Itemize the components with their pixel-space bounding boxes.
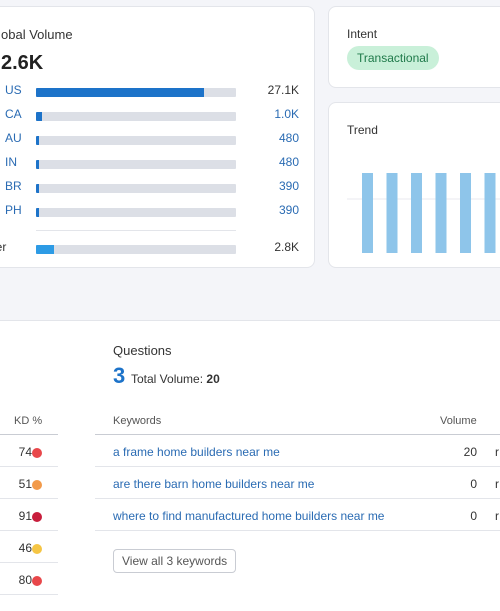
kd-row: 91 <box>0 499 58 531</box>
questions-count: 3 <box>113 363 126 388</box>
kd-row: 46 <box>0 531 58 563</box>
country-volume-fill <box>36 136 39 145</box>
country-volume-fill <box>36 112 42 121</box>
country-volume: 27.1K <box>267 83 299 97</box>
trend-title: Trend <box>347 123 378 137</box>
trend-bar <box>484 173 496 253</box>
question-volume: 0 <box>470 477 477 491</box>
total-volume-label: Total Volume: <box>131 372 204 386</box>
divider <box>36 230 236 231</box>
keyword-ideas-panel: KD % 74 51 91 46 80 Questions 3 Total Vo… <box>0 320 500 611</box>
country-volume: 480 <box>278 131 299 145</box>
keywords-column-header[interactable]: Keywords <box>113 415 162 427</box>
questions-title: Questions <box>113 343 172 358</box>
country-row-us[interactable]: US 27.1K <box>0 83 316 99</box>
kd-row: 51 <box>0 467 58 499</box>
country-volume-fill <box>36 208 39 217</box>
trend-bar <box>411 173 422 253</box>
other-volume: 2.8K <box>274 240 299 254</box>
trend-bar <box>435 173 447 253</box>
country-volume: 1.0K <box>274 107 299 121</box>
country-row-other[interactable]: her 2.8K <box>0 240 316 256</box>
trend-bar <box>362 173 373 253</box>
country-row-ph[interactable]: PH 390 <box>0 203 316 219</box>
country-code: IN <box>5 155 17 169</box>
question-row: are there barn home builders near me 0 r <box>95 467 500 499</box>
kd-row: 80 <box>0 563 58 595</box>
trend-bar <box>460 173 471 253</box>
divider <box>0 434 58 435</box>
kd-value: 80 <box>18 573 32 587</box>
trend-card: Trend <box>328 102 500 268</box>
country-row-br[interactable]: BR 390 <box>0 179 316 195</box>
question-volume: 20 <box>463 445 477 459</box>
country-row-ca[interactable]: CA 1.0K <box>0 107 316 123</box>
trend-chart <box>347 173 500 253</box>
kd-difficulty-dot <box>32 480 42 490</box>
country-code: AU <box>5 131 22 145</box>
kd-column-header[interactable]: KD % <box>14 415 43 427</box>
other-volume-bar <box>36 245 236 254</box>
total-volume-value: 20 <box>206 372 220 386</box>
other-volume-fill <box>36 245 54 254</box>
country-volume-bar <box>36 112 236 121</box>
global-volume-total: 2.6K <box>1 52 44 74</box>
global-volume-card: obal Volume 2.6K US 27.1K CA 1.0K AU 480… <box>0 6 315 268</box>
intent-badge[interactable]: Transactional <box>347 46 439 70</box>
kd-value: 91 <box>18 509 32 523</box>
question-row: where to find manufactured home builders… <box>95 499 500 531</box>
country-code: US <box>5 83 22 97</box>
country-volume-bar <box>36 136 236 145</box>
kd-row: 74 <box>0 435 58 467</box>
country-volume: 390 <box>278 203 299 217</box>
question-keyword-link[interactable]: where to find manufactured home builders… <box>113 509 385 523</box>
country-volume-fill <box>36 160 39 169</box>
kd-value: 51 <box>18 477 32 491</box>
global-volume-title: obal Volume <box>1 27 73 42</box>
country-volume-bar <box>36 184 236 193</box>
view-all-keywords-button[interactable]: View all 3 keywords <box>113 549 237 573</box>
question-extra: r <box>495 509 499 523</box>
intent-card: Intent Transactional <box>328 6 500 88</box>
question-extra: r <box>495 477 499 491</box>
country-volume: 390 <box>278 179 299 193</box>
country-row-au[interactable]: AU 480 <box>0 131 316 147</box>
other-label: her <box>0 240 7 254</box>
kd-difficulty-dot <box>32 576 42 586</box>
country-volume-bar <box>36 88 236 97</box>
country-row-in[interactable]: IN 480 <box>0 155 316 171</box>
divider <box>95 434 500 435</box>
country-volume: 480 <box>278 155 299 169</box>
question-row: a frame home builders near me 20 r <box>95 435 500 467</box>
country-volume-fill <box>36 88 204 97</box>
country-volume-bar <box>36 208 236 217</box>
country-volume-fill <box>36 184 39 193</box>
kd-difficulty-dot <box>32 512 42 522</box>
country-code: CA <box>5 107 22 121</box>
country-code: PH <box>5 203 22 217</box>
kd-difficulty-dot <box>32 448 42 458</box>
country-code: BR <box>5 179 22 193</box>
intent-title: Intent <box>347 27 378 41</box>
trend-bar <box>386 173 398 253</box>
question-extra: r <box>495 445 499 459</box>
country-volume-bar <box>36 160 236 169</box>
kd-difficulty-dot <box>32 544 42 554</box>
question-keyword-link[interactable]: are there barn home builders near me <box>113 477 315 491</box>
volume-column-header[interactable]: Volume <box>440 415 477 427</box>
question-volume: 0 <box>470 509 477 523</box>
questions-total-volume: Total Volume: 20 <box>131 372 220 386</box>
kd-value: 46 <box>18 541 32 555</box>
kd-value: 74 <box>18 445 32 459</box>
question-keyword-link[interactable]: a frame home builders near me <box>113 445 280 459</box>
